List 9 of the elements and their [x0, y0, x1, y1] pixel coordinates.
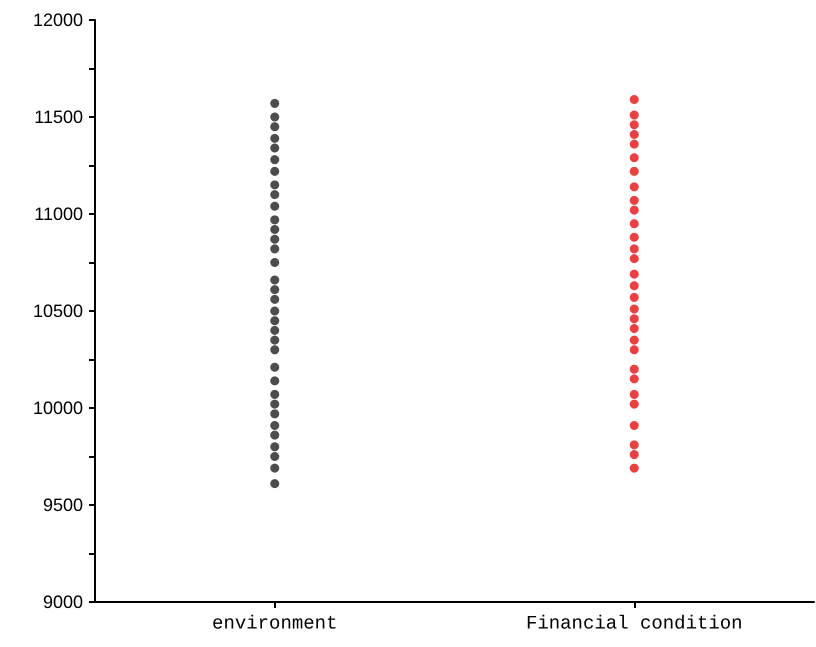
y-tick-label: 11000: [34, 204, 83, 224]
y-tick-label: 9000: [42, 592, 83, 612]
y-tick-label: 10000: [32, 398, 83, 418]
x-tick-label: environment: [212, 612, 338, 634]
y-tick-label: 11500: [34, 107, 83, 127]
x-tick-label: Financial condition: [526, 612, 743, 634]
y-tick-label: 9500: [42, 495, 83, 515]
y-tick-label: 10500: [32, 301, 83, 321]
y-tick-label: 12000: [32, 10, 83, 30]
